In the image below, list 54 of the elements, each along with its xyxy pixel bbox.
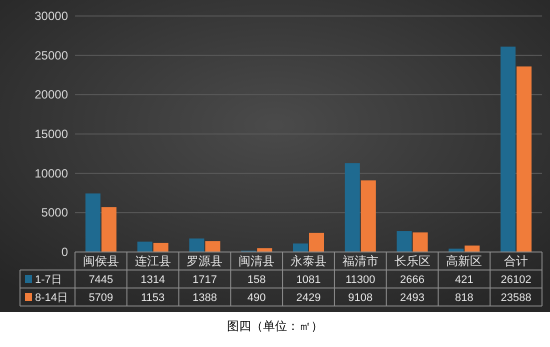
legend-label: 1-7日 (35, 274, 62, 286)
y-tick-label: 25000 (34, 48, 68, 62)
data-label: 26102 (500, 274, 532, 286)
x-tick-label: 连江县 (134, 254, 171, 268)
bar (448, 248, 464, 252)
data-label: 2666 (400, 274, 425, 286)
x-tick-label: 永泰县 (290, 254, 326, 268)
bar (189, 238, 204, 252)
bar (101, 207, 116, 252)
text: 图四（单位：㎡） (227, 319, 323, 333)
x-tick-label: 福清市 (342, 254, 378, 268)
y-tick-label: 5000 (41, 206, 68, 220)
data-label: 9108 (348, 292, 373, 304)
data-label: 7445 (88, 274, 114, 286)
bar (205, 241, 220, 252)
bar (500, 46, 516, 252)
bar (293, 243, 308, 252)
data-label: 1314 (140, 274, 166, 286)
y-tick-label: 15000 (34, 127, 68, 141)
bar (309, 232, 324, 252)
bar (360, 180, 376, 252)
y-tick-label: 30000 (34, 9, 68, 23)
bar (344, 163, 360, 252)
x-tick-label: 闽侯县 (82, 254, 119, 268)
data-label: 2429 (296, 292, 321, 304)
bar (85, 193, 100, 252)
bar (396, 231, 412, 252)
bar (137, 242, 152, 252)
bar (412, 232, 428, 252)
bar (516, 66, 532, 252)
data-label: 490 (247, 292, 266, 304)
x-tick-label: 长乐区 (394, 254, 430, 268)
data-label: 11300 (346, 274, 376, 286)
data-label: 1081 (296, 274, 321, 286)
y-tick-label: 20000 (34, 88, 68, 102)
bar (153, 242, 168, 252)
data-label: 818 (454, 292, 474, 304)
data-label: 23588 (500, 292, 532, 304)
x-tick-label: 罗源县 (186, 254, 223, 268)
y-tick-label: 0 (61, 245, 68, 259)
data-label: 5709 (88, 292, 114, 304)
data-label: 421 (454, 274, 474, 286)
data-label: 1388 (192, 292, 217, 304)
legend-label: 8-14日 (35, 292, 68, 304)
bar (257, 248, 272, 252)
data-label: 2493 (400, 292, 425, 304)
x-tick-label: 闽清县 (238, 254, 275, 268)
x-tick-label: 合计 (504, 254, 528, 268)
data-label: 158 (247, 274, 266, 286)
data-label: 1717 (192, 274, 217, 286)
bar (464, 246, 480, 252)
y-tick-label: 10000 (34, 166, 68, 180)
x-tick-label: 高新区 (446, 254, 482, 268)
data-label: 1153 (141, 292, 165, 304)
